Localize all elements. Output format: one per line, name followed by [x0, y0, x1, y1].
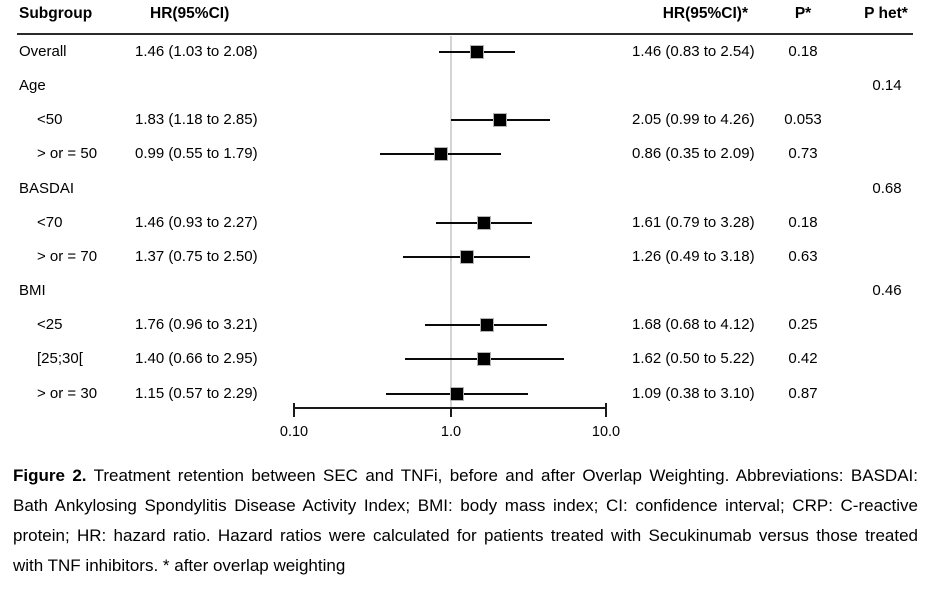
- hr-ci-value: 1.76 (0.96 to 3.21): [135, 316, 258, 334]
- hr-ci-value: 1.40 (0.66 to 2.95): [135, 350, 258, 368]
- hr-ci-weighted-value: 1.46 (0.83 to 2.54): [632, 43, 755, 60]
- x-axis-tick: [605, 403, 607, 417]
- point-estimate-marker: [470, 45, 485, 59]
- subgroup-label: > or = 70: [37, 247, 98, 265]
- point-estimate-marker: [476, 215, 491, 230]
- caption-figure-label: Figure 2.: [13, 466, 87, 485]
- column-header-p: P*: [794, 5, 812, 22]
- hr-ci-weighted-value: 1.68 (0.68 to 4.12): [632, 316, 755, 334]
- x-axis-tick-label: 1.0: [440, 424, 462, 440]
- x-axis-tick-label: 10.0: [591, 424, 621, 440]
- column-header-p-het: P het*: [864, 5, 908, 22]
- subgroup-label: BASDAI: [19, 179, 75, 197]
- p-value: 0.18: [788, 43, 818, 60]
- hr-ci-weighted-value: 2.05 (0.99 to 4.26): [632, 111, 755, 129]
- subgroup-label: [25;30[: [37, 350, 83, 368]
- point-estimate-marker: [477, 352, 492, 367]
- hr-ci-weighted-value: 1.09 (0.38 to 3.10): [632, 384, 755, 402]
- subgroup-label: <50: [37, 111, 63, 129]
- subgroup-label: Overall: [19, 43, 67, 60]
- caption-line: protein; HR: hazard ratio. Hazard ratios…: [13, 526, 918, 545]
- hr-ci-value: 0.99 (0.55 to 1.79): [135, 145, 258, 163]
- point-estimate-marker: [450, 386, 465, 401]
- hr-ci-weighted-value: 1.62 (0.50 to 5.22): [632, 350, 755, 368]
- p-value: 0.87: [788, 384, 818, 402]
- point-estimate-marker: [460, 249, 475, 264]
- figure-caption: Figure 2. Treatment retention between SE…: [13, 461, 918, 581]
- column-header-hr-weighted: HR(95%CI)*: [662, 5, 748, 22]
- x-axis-tick-label: 0.10: [279, 424, 309, 440]
- hr-ci-weighted-value: 1.26 (0.49 to 3.18): [632, 247, 755, 265]
- subgroup-label: <70: [37, 213, 63, 231]
- subgroup-label: BMI: [19, 282, 46, 299]
- caption-line: with TNF inhibitors. * after overlap wei…: [13, 556, 346, 575]
- column-header-hr: HR(95%CI): [150, 5, 230, 22]
- x-axis-tick: [293, 403, 295, 417]
- p-value: 0.053: [784, 111, 822, 129]
- subgroup-label: > or = 50: [37, 145, 98, 163]
- p-value: 0.63: [788, 247, 818, 265]
- header-rule: [17, 33, 913, 35]
- point-estimate-marker: [479, 318, 494, 333]
- p-het-value: 0.68: [872, 179, 902, 197]
- hr-ci-value: 1.46 (1.03 to 2.08): [135, 43, 258, 60]
- caption-line: Figure 2. Treatment retention between SE…: [13, 466, 918, 485]
- hr-ci-value: 1.46 (0.93 to 2.27): [135, 213, 258, 231]
- point-estimate-marker: [434, 147, 449, 162]
- column-header-subgroup: Subgroup: [19, 5, 93, 22]
- caption-line: Bath Ankylosing Spondylitis Disease Acti…: [13, 496, 918, 515]
- hr-ci-weighted-value: 0.86 (0.35 to 2.09): [632, 145, 755, 163]
- p-value: 0.18: [788, 213, 818, 231]
- p-value: 0.42: [788, 350, 818, 368]
- p-het-value: 0.46: [872, 282, 902, 299]
- p-value: 0.73: [788, 145, 818, 163]
- p-het-value: 0.14: [872, 77, 902, 95]
- subgroup-label: > or = 30: [37, 384, 98, 402]
- point-estimate-marker: [493, 113, 508, 128]
- subgroup-label: <25: [37, 316, 63, 334]
- hr-ci-value: 1.15 (0.57 to 2.29): [135, 384, 258, 402]
- hr-ci-weighted-value: 1.61 (0.79 to 3.28): [632, 213, 755, 231]
- hr-ci-value: 1.37 (0.75 to 2.50): [135, 247, 258, 265]
- hr-ci-value: 1.83 (1.18 to 2.85): [135, 111, 258, 129]
- subgroup-label: Age: [19, 77, 46, 95]
- x-axis-tick: [450, 407, 452, 417]
- p-value: 0.25: [788, 316, 818, 334]
